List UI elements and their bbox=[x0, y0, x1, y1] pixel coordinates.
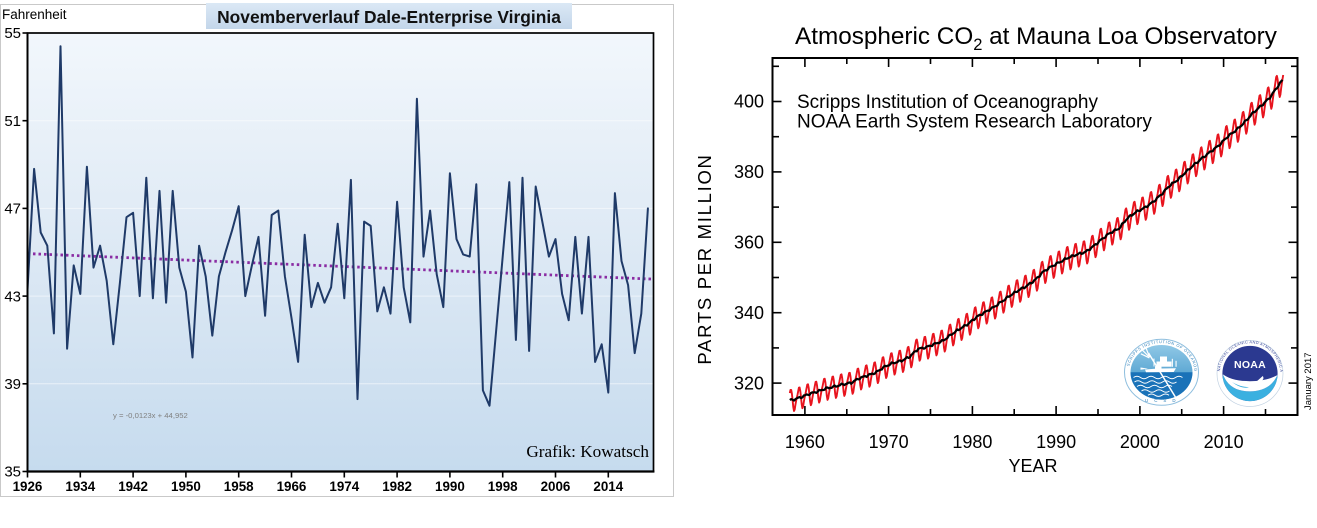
svg-text:Scripps Institution of Oceanog: Scripps Institution of Oceanography bbox=[797, 92, 1099, 113]
svg-text:NOAA: NOAA bbox=[1234, 359, 1266, 371]
svg-text:39: 39 bbox=[4, 376, 21, 393]
svg-text:1966: 1966 bbox=[277, 479, 307, 494]
svg-text:1942: 1942 bbox=[118, 479, 148, 494]
svg-text:2014: 2014 bbox=[593, 479, 623, 494]
svg-text:y = -0,0123x + 44,952: y = -0,0123x + 44,952 bbox=[113, 411, 188, 420]
svg-text:380: 380 bbox=[734, 162, 764, 182]
svg-text:47: 47 bbox=[4, 201, 21, 218]
svg-text:55: 55 bbox=[4, 25, 21, 42]
svg-text:1990: 1990 bbox=[1036, 432, 1076, 452]
svg-text:Grafik: Kowatsch: Grafik: Kowatsch bbox=[526, 442, 649, 461]
svg-text:U C S D: U C S D bbox=[1145, 398, 1178, 403]
svg-text:360: 360 bbox=[734, 233, 764, 253]
svg-text:1934: 1934 bbox=[65, 479, 95, 494]
svg-text:51: 51 bbox=[4, 113, 21, 130]
svg-text:340: 340 bbox=[734, 303, 764, 323]
svg-text:2010: 2010 bbox=[1204, 432, 1244, 452]
svg-text:1958: 1958 bbox=[224, 479, 254, 494]
svg-text:35: 35 bbox=[4, 464, 21, 481]
svg-text:43: 43 bbox=[4, 288, 21, 305]
svg-text:NOAA Earth System Research Lab: NOAA Earth System Research Laboratory bbox=[797, 112, 1152, 133]
svg-text:Atmospheric CO2 at Mauna Loa O: Atmospheric CO2 at Mauna Loa Observatory bbox=[795, 23, 1278, 54]
svg-text:Novemberverlauf Dale-Enterpris: Novemberverlauf Dale-Enterprise Virginia bbox=[217, 7, 561, 27]
svg-text:1960: 1960 bbox=[785, 432, 825, 452]
svg-text:YEAR: YEAR bbox=[1008, 456, 1057, 476]
svg-text:1926: 1926 bbox=[13, 479, 43, 494]
svg-text:2006: 2006 bbox=[541, 479, 571, 494]
svg-text:1974: 1974 bbox=[329, 479, 359, 494]
svg-text:1980: 1980 bbox=[952, 432, 992, 452]
svg-text:1990: 1990 bbox=[435, 479, 465, 494]
svg-text:2000: 2000 bbox=[1120, 432, 1160, 452]
svg-text:1970: 1970 bbox=[869, 432, 909, 452]
svg-text:January 2017: January 2017 bbox=[1303, 352, 1314, 410]
svg-text:1950: 1950 bbox=[171, 479, 201, 494]
svg-text:PARTS PER MILLION: PARTS PER MILLION bbox=[694, 153, 715, 364]
svg-text:400: 400 bbox=[734, 92, 764, 112]
svg-text:320: 320 bbox=[734, 373, 764, 393]
svg-text:1982: 1982 bbox=[382, 479, 412, 494]
svg-text:Fahrenheit: Fahrenheit bbox=[2, 7, 67, 22]
svg-text:1998: 1998 bbox=[488, 479, 518, 494]
